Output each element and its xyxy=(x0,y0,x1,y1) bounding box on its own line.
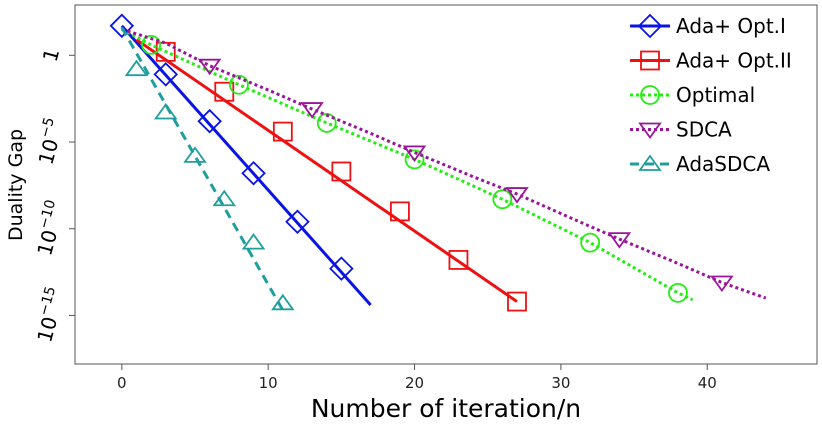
legend-label: Ada+ Opt.II xyxy=(676,49,792,73)
series-line xyxy=(120,24,372,307)
legend-label: AdaSDCA xyxy=(676,152,770,176)
x-tick-label: 10 xyxy=(259,374,278,392)
y-tick-label: 10−15 xyxy=(29,285,69,345)
legend-entry: SDCA xyxy=(630,118,732,142)
data-point xyxy=(272,121,293,142)
data-point xyxy=(241,160,266,186)
y-tick-label: 1 xyxy=(37,46,63,65)
legend: Ada+ Opt.I Ada+ Opt.II Optimal SDCA AdaSDCA xyxy=(630,13,792,176)
series-sdca xyxy=(121,27,767,300)
plot-series xyxy=(109,13,767,312)
data-point xyxy=(505,187,529,204)
data-point xyxy=(404,149,425,170)
plot-frame xyxy=(74,4,818,365)
data-point xyxy=(580,232,601,253)
y-axis-title: Duality Gap xyxy=(5,129,27,241)
data-point xyxy=(229,74,249,95)
legend-marker xyxy=(638,154,662,171)
legend-marker xyxy=(640,50,660,71)
data-point xyxy=(300,102,324,119)
data-point xyxy=(212,189,237,207)
data-point xyxy=(389,201,410,222)
x-tick-label: 0 xyxy=(117,374,127,392)
data-point xyxy=(197,58,222,76)
x-axis: 0 10 20 30 40 xyxy=(117,364,717,392)
data-point xyxy=(331,161,352,182)
data-point xyxy=(183,146,207,163)
legend-marker xyxy=(638,122,662,140)
series-ada-opt-i xyxy=(109,13,372,307)
series-adasdca xyxy=(120,26,295,311)
data-point xyxy=(492,189,513,210)
data-point xyxy=(507,291,527,312)
x-axis-title: Number of iteration/n xyxy=(311,394,581,423)
series-line xyxy=(120,26,285,311)
data-point xyxy=(329,256,354,281)
data-point xyxy=(124,59,149,77)
data-point xyxy=(109,13,135,39)
legend-marker xyxy=(637,13,663,39)
data-point xyxy=(141,34,162,55)
data-point xyxy=(271,293,295,311)
data-point xyxy=(710,275,734,293)
series-line xyxy=(135,38,518,303)
legend-entry: Ada+ Opt.II xyxy=(630,49,792,73)
x-tick-label: 20 xyxy=(405,374,424,392)
x-tick-label: 30 xyxy=(551,374,570,392)
legend-label: Optimal xyxy=(676,83,755,107)
legend-label: SDCA xyxy=(676,118,732,142)
x-tick-label: 40 xyxy=(698,374,717,392)
data-point xyxy=(153,102,178,120)
data-point xyxy=(197,108,222,134)
data-point xyxy=(153,62,179,87)
legend-entry: Optimal xyxy=(630,83,755,107)
y-tick-label: 10−10 xyxy=(29,198,69,258)
legend-entry: AdaSDCA xyxy=(630,152,770,176)
data-point xyxy=(285,209,310,235)
y-tick-label: 10−5 xyxy=(31,116,69,167)
data-point xyxy=(607,232,632,249)
series-line xyxy=(121,27,767,300)
data-point xyxy=(668,282,688,303)
legend-marker xyxy=(640,85,660,105)
legend-entry: Ada+ Opt.I xyxy=(630,13,786,39)
data-point xyxy=(448,250,469,270)
data-point xyxy=(241,233,266,250)
data-point xyxy=(402,145,427,162)
y-axis: 1 10−5 10−10 10−15 xyxy=(29,46,75,345)
legend-label: Ada+ Opt.I xyxy=(676,14,786,38)
